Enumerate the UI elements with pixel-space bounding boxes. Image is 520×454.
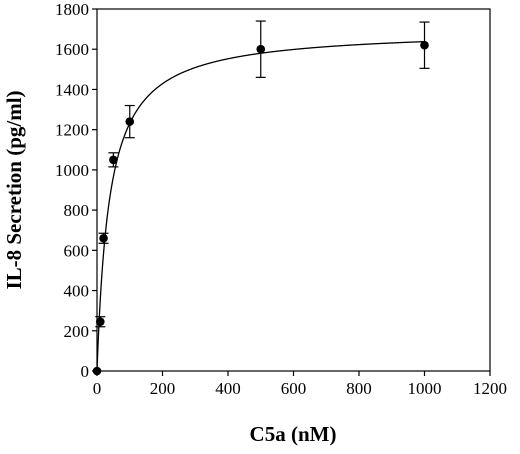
y-tick-label: 600 bbox=[64, 241, 90, 260]
data-points bbox=[92, 40, 429, 376]
y-tick-label: 400 bbox=[64, 282, 90, 301]
error-bars bbox=[95, 20, 430, 328]
data-point bbox=[99, 233, 108, 243]
x-axis: 0 200 400 600 800 1000 1200 bbox=[93, 371, 507, 398]
x-tick-label: 200 bbox=[150, 379, 176, 398]
x-axis-title: C5a (nM) bbox=[250, 422, 337, 446]
data-point bbox=[256, 44, 266, 54]
y-tick-label: 1800 bbox=[55, 0, 89, 19]
plot-frame bbox=[96, 8, 491, 372]
data-point bbox=[125, 117, 135, 126]
x-tick-label: 800 bbox=[346, 379, 372, 398]
data-point bbox=[95, 317, 105, 327]
y-tick-label: 0 bbox=[81, 362, 90, 381]
y-tick-label: 1400 bbox=[55, 80, 89, 99]
y-tick-label: 1200 bbox=[55, 121, 89, 140]
y-tick-label: 800 bbox=[64, 201, 90, 220]
y-tick-label: 1600 bbox=[55, 40, 89, 59]
y-tick-label: 1000 bbox=[55, 161, 89, 180]
x-tick-label: 1000 bbox=[408, 379, 442, 398]
x-tick-label: 400 bbox=[215, 379, 241, 398]
x-tick-label: 0 bbox=[93, 379, 102, 398]
y-tick-label: 200 bbox=[64, 322, 90, 341]
data-point bbox=[420, 40, 429, 50]
x-tick-label: 600 bbox=[281, 379, 307, 398]
x-tick-label: 1200 bbox=[473, 379, 507, 398]
fit-curve bbox=[96, 40, 425, 372]
data-point bbox=[109, 155, 118, 165]
data-point bbox=[92, 366, 102, 376]
y-axis-title: IL-8 Secretion (pg/ml) bbox=[2, 90, 26, 289]
y-axis: 0 200 400 600 800 1000 1200 1400 1600 1800 bbox=[55, 0, 97, 381]
